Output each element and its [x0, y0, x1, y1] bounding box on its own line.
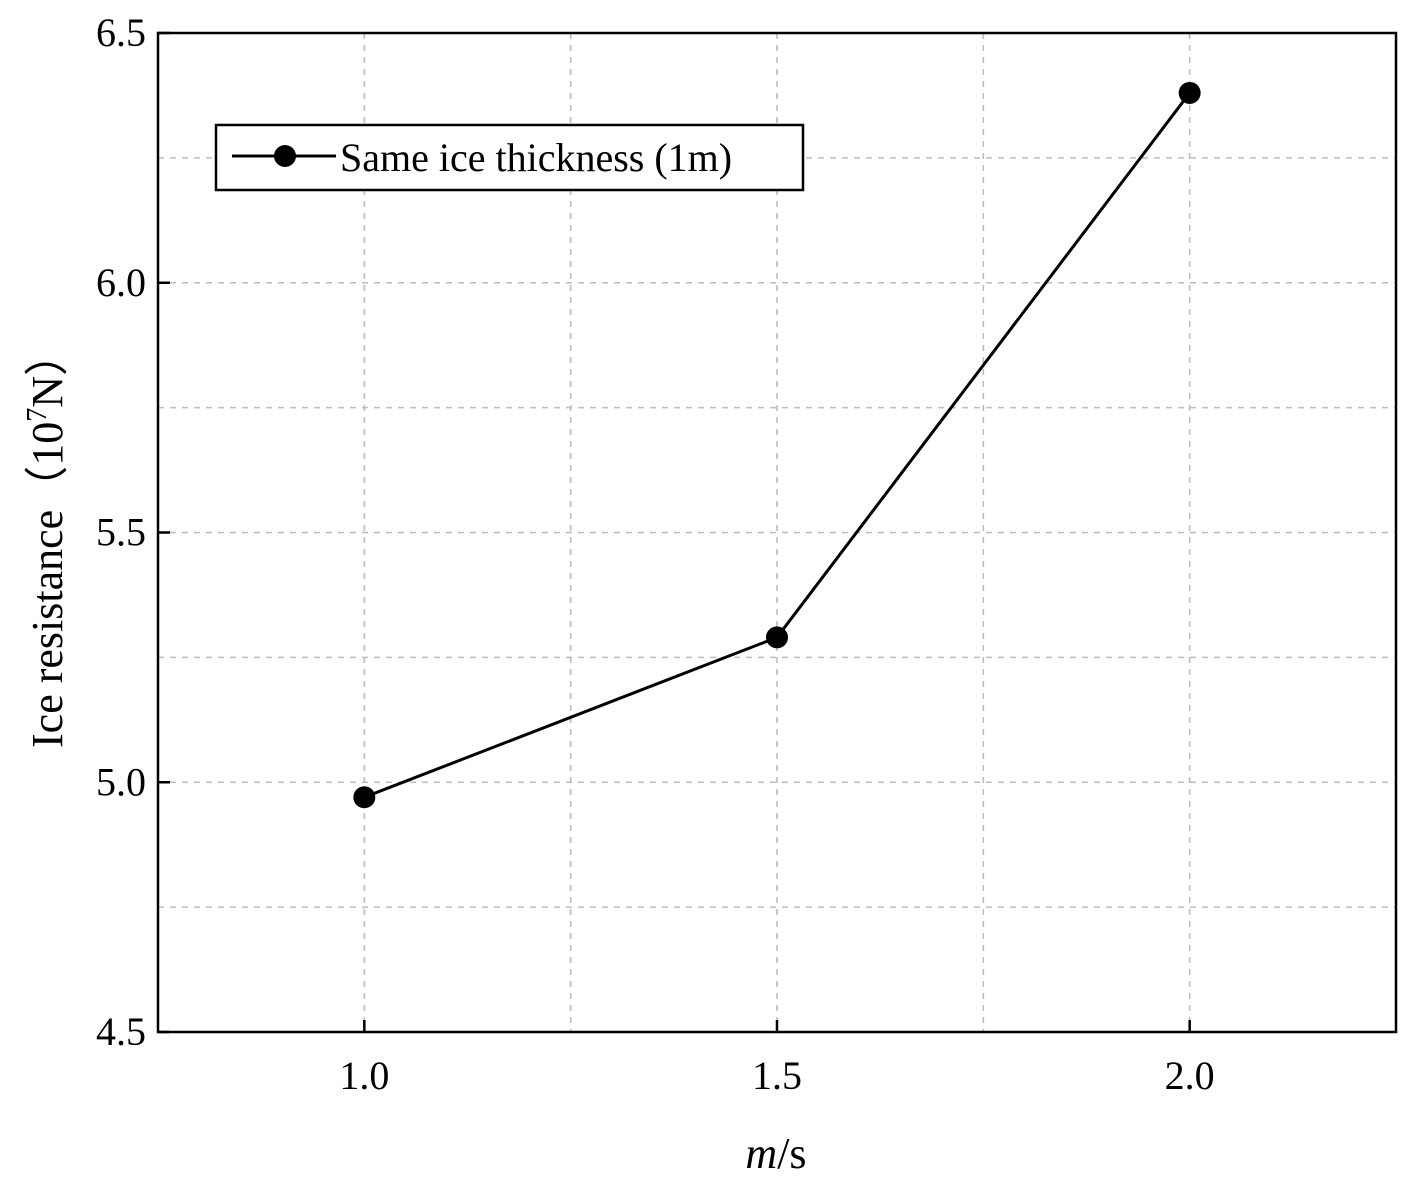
y-axis-label-after: N）	[23, 332, 72, 408]
tick-labels: 1.0 1.5 2.0 4.5 5.0 5.5 6.0 6.5	[96, 10, 1215, 1098]
y-axis-label: Ice resistance（107N）	[22, 332, 72, 748]
y-axis-label-before: Ice resistance（10	[23, 422, 72, 748]
x-tick-label: 1.5	[752, 1053, 802, 1098]
y-tick-label: 5.5	[96, 510, 146, 555]
series-layer	[353, 81, 1201, 809]
x-axis-label-italic: m	[745, 1129, 777, 1178]
x-tick-label: 2.0	[1165, 1053, 1215, 1098]
legend-label: Same ice thickness (1m)	[340, 135, 732, 180]
data-point	[353, 786, 376, 809]
x-axis-label: m/s	[745, 1129, 806, 1178]
y-tick-label: 6.0	[96, 260, 146, 305]
y-axis-label-sup: 7	[22, 408, 53, 422]
y-tick-label: 5.0	[96, 759, 146, 804]
plot-frame	[156, 31, 1398, 1034]
data-point	[766, 626, 788, 649]
x-axis-label-rest: /s	[777, 1129, 806, 1178]
y-tick-label: 4.5	[96, 1009, 146, 1054]
y-tick-label: 6.5	[96, 10, 146, 55]
legend: Same ice thickness (1m)	[214, 123, 805, 192]
legend-marker	[274, 145, 296, 167]
x-tick-label: 1.0	[339, 1053, 389, 1098]
data-point	[1178, 81, 1201, 104]
